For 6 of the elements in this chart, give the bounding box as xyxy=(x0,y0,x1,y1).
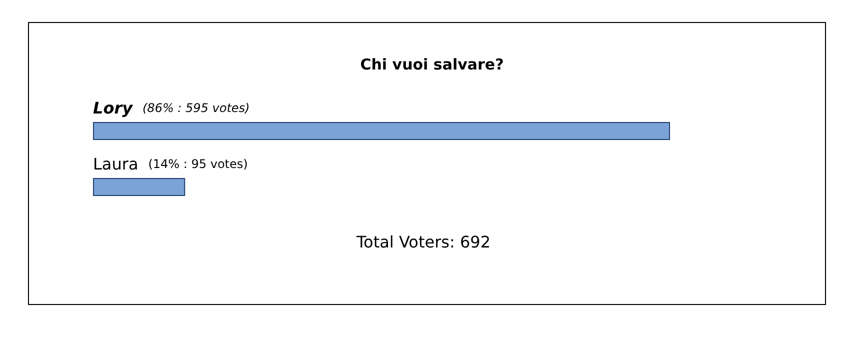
data-label: (14% : 95 votes) xyxy=(148,157,248,171)
chart-title: Chi vuoi salvare? xyxy=(360,56,504,74)
data-label: (86% : 595 votes) xyxy=(142,101,250,115)
y-tick-label: Laura xyxy=(93,154,138,174)
text: Total Voters: 692 xyxy=(356,232,491,252)
y-tick-label: Lory xyxy=(93,98,134,118)
